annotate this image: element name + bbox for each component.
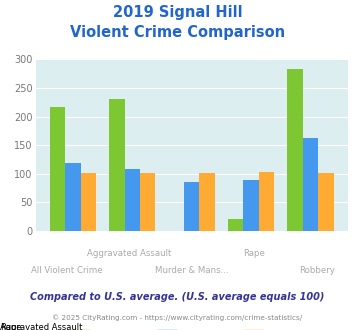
- Text: Murder & Mans...: Murder & Mans...: [155, 266, 229, 275]
- Bar: [287, 69, 303, 231]
- Text: Aggravated Assault: Aggravated Assault: [0, 323, 82, 330]
- Bar: [125, 169, 140, 231]
- Text: Rape: Rape: [0, 323, 22, 330]
- Text: © 2025 CityRating.com - https://www.cityrating.com/crime-statistics/: © 2025 CityRating.com - https://www.city…: [53, 314, 302, 321]
- Bar: [65, 163, 81, 231]
- Bar: [259, 172, 274, 231]
- Bar: [184, 182, 200, 231]
- Text: Violent Crime Comparison: Violent Crime Comparison: [70, 25, 285, 40]
- Text: Aggravated Assault: Aggravated Assault: [87, 249, 171, 258]
- Bar: [244, 180, 259, 231]
- Bar: [140, 173, 155, 231]
- Bar: [303, 138, 318, 231]
- Text: Compared to U.S. average. (U.S. average equals 100): Compared to U.S. average. (U.S. average …: [30, 292, 325, 302]
- Text: Rape: Rape: [243, 249, 265, 258]
- Bar: [50, 107, 65, 231]
- Bar: [318, 173, 334, 231]
- Bar: [200, 173, 215, 231]
- Legend: Signal Hill, California, National: Signal Hill, California, National: [65, 326, 318, 330]
- Bar: [228, 219, 244, 231]
- Text: 2019 Signal Hill: 2019 Signal Hill: [113, 5, 242, 20]
- Text: All Violent Crime: All Violent Crime: [31, 266, 103, 275]
- Text: Robbery: Robbery: [299, 266, 335, 275]
- Bar: [81, 173, 96, 231]
- Bar: [109, 99, 125, 231]
